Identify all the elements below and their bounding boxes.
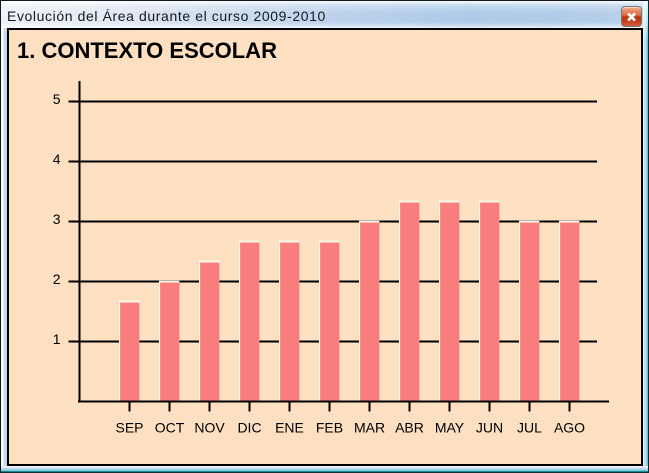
svg-text:OCT: OCT <box>155 420 185 436</box>
svg-text:ENE: ENE <box>275 420 304 436</box>
svg-text:MAR: MAR <box>354 420 385 436</box>
svg-text:3: 3 <box>53 211 61 227</box>
svg-text:JUN: JUN <box>476 420 503 436</box>
svg-text:AGO: AGO <box>554 420 585 436</box>
svg-text:JUL: JUL <box>517 420 542 436</box>
svg-text:2: 2 <box>53 271 61 287</box>
svg-text:NOV: NOV <box>194 420 225 436</box>
svg-text:4: 4 <box>53 151 61 167</box>
svg-text:FEB: FEB <box>316 420 343 436</box>
svg-text:DIC: DIC <box>237 420 261 436</box>
svg-text:1. CONTEXTO ESCOLAR: 1. CONTEXTO ESCOLAR <box>17 38 277 63</box>
svg-text:1: 1 <box>53 331 61 347</box>
svg-text:MAY: MAY <box>435 420 465 436</box>
svg-text:5: 5 <box>53 91 61 107</box>
svg-text:ABR: ABR <box>395 420 424 436</box>
svg-text:SEP: SEP <box>115 420 143 436</box>
